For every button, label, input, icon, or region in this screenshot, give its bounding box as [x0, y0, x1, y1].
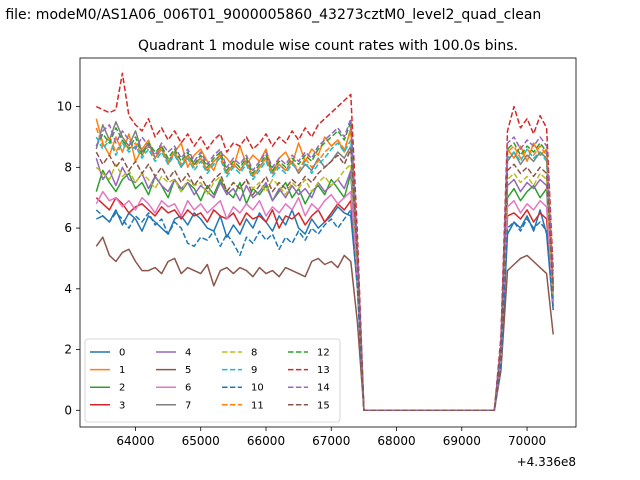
- legend-label-7: 7: [185, 400, 191, 411]
- axes: 64000 65000 66000 67000 68000 69000 70000 0 2 4 6 8…: [57, 100, 546, 448]
- legend-label-0: 0: [119, 348, 125, 359]
- legend-label-15: 15: [317, 400, 330, 411]
- series-line-15: [95, 148, 554, 412]
- x-tick-label: 67000: [312, 434, 350, 448]
- legend-label-9: 9: [251, 365, 257, 376]
- figure-suptitle: n file: modeM0/AS1A06_006T01_9000005860_…: [0, 7, 541, 23]
- series-line-11: [95, 127, 554, 412]
- axes-frame: [79, 57, 577, 428]
- y-tick-label: 4: [64, 282, 72, 296]
- legend-label-10: 10: [251, 383, 264, 394]
- legend-box: [84, 338, 341, 423]
- chart-title: Quadrant 1 module wise count rates with …: [138, 38, 518, 54]
- legend-label-11: 11: [251, 400, 264, 411]
- legend-label-12: 12: [317, 348, 330, 359]
- x-tick-label: 69000: [443, 434, 481, 448]
- x-tick-label: 70000: [508, 434, 546, 448]
- x-tick-label: 68000: [377, 434, 415, 448]
- legend-label-2: 2: [119, 383, 125, 394]
- legend-label-6: 6: [185, 383, 191, 394]
- legend-label-14: 14: [317, 383, 330, 394]
- x-tick-label: 64000: [116, 434, 154, 448]
- legend-label-5: 5: [185, 365, 191, 376]
- y-tick-label: 8: [64, 160, 72, 174]
- legend-label-4: 4: [185, 348, 191, 359]
- y-tick-label: 0: [64, 403, 72, 417]
- x-tick-label: 66000: [247, 434, 285, 448]
- legend-label-13: 13: [317, 365, 330, 376]
- y-tick-label: 6: [64, 221, 72, 235]
- y-tick-label: 2: [64, 343, 72, 357]
- plot-area: [95, 72, 554, 412]
- x-tick-label: 65000: [182, 434, 220, 448]
- x-offset-label: +4.336e8: [517, 455, 576, 469]
- y-tick-label: 10: [57, 100, 72, 114]
- legend-label-3: 3: [119, 400, 125, 411]
- legend-label-1: 1: [119, 365, 125, 376]
- legend-label-8: 8: [251, 348, 257, 359]
